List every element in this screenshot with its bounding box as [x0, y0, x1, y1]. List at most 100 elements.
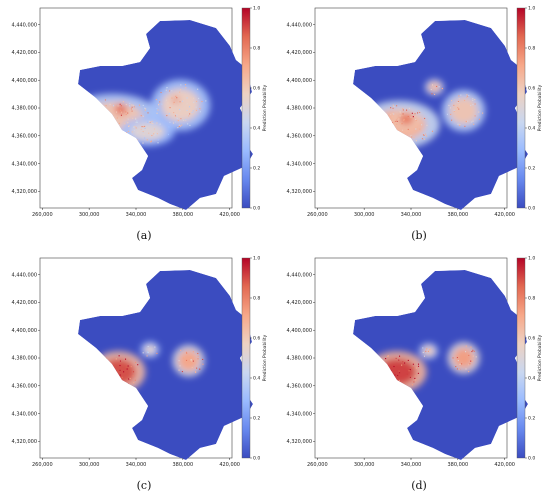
colorbar-tick-label: 0.8	[528, 46, 535, 52]
speckle	[178, 108, 181, 111]
map-panel-4: 260,000 300,000 340,000 380,000 420,000 4,440…	[275, 250, 550, 500]
colorbar-tick-label: 0.2	[528, 416, 535, 422]
speckle	[192, 351, 194, 353]
panel-caption: (d)	[411, 479, 427, 492]
speckle	[196, 367, 198, 369]
speckle	[412, 116, 414, 118]
speckle	[414, 116, 416, 118]
speckle	[392, 107, 394, 109]
speckle	[417, 372, 419, 374]
speckle	[482, 112, 484, 114]
speckle	[179, 125, 182, 127]
basin-area	[78, 270, 253, 460]
speckle	[458, 98, 460, 100]
speckle	[411, 384, 414, 386]
speckle	[132, 117, 134, 119]
speckle	[418, 110, 420, 112]
speckle	[116, 117, 118, 119]
speckle	[135, 361, 137, 363]
speckle	[153, 133, 155, 135]
speckle	[441, 87, 443, 90]
speckle	[403, 119, 405, 121]
speckle	[147, 121, 149, 123]
speckle	[178, 124, 180, 126]
speckle	[132, 104, 134, 106]
speckle	[414, 375, 416, 377]
speckle	[478, 118, 480, 120]
speckle	[201, 100, 203, 103]
speckle	[466, 94, 468, 96]
y-tick-label: 4,440,000	[287, 22, 312, 28]
speckle	[409, 369, 411, 371]
speckle	[186, 103, 188, 105]
speckle	[205, 100, 207, 102]
speckle	[143, 133, 145, 136]
speckle	[151, 120, 153, 123]
speckle	[424, 117, 426, 120]
x-tick-label: 420,000	[219, 462, 240, 468]
speckle	[468, 94, 470, 97]
speckle	[174, 115, 177, 117]
speckle	[425, 350, 427, 352]
speckle	[399, 112, 401, 114]
speckle	[396, 105, 398, 107]
x-tick-label: 340,000	[401, 462, 422, 468]
speckle	[150, 141, 152, 143]
speckle	[191, 360, 193, 362]
speckle	[468, 371, 470, 373]
speckle	[393, 113, 395, 115]
speckle	[469, 363, 471, 365]
speckle	[429, 349, 431, 351]
speckle	[119, 103, 121, 105]
speckle	[178, 360, 180, 362]
probability-map-svg: 260,000 300,000 340,000 380,000 420,000 4,440…	[287, 6, 543, 218]
colorbar-tick-label: 0.2	[528, 166, 535, 172]
colorbar-tick-label: 1.0	[253, 256, 260, 262]
speckle	[415, 367, 417, 369]
speckle	[131, 104, 133, 106]
speckle	[395, 357, 397, 359]
speckle	[130, 366, 132, 368]
speckle	[398, 118, 400, 120]
speckle	[115, 358, 117, 360]
colorbar-label: Prediction Probability	[262, 84, 268, 131]
speckle	[459, 368, 461, 370]
speckle	[175, 95, 177, 97]
speckle	[453, 104, 455, 106]
speckle	[119, 374, 121, 376]
speckle	[451, 119, 453, 121]
speckle	[402, 109, 404, 111]
colorbar-tick-label: 0.6	[528, 336, 535, 342]
speckle	[140, 128, 142, 130]
speckle	[385, 358, 387, 360]
speckle	[136, 120, 138, 122]
speckle	[165, 99, 167, 101]
speckle	[142, 104, 144, 107]
speckle	[401, 114, 403, 116]
map-panel-1: 260,000 300,000 340,000 380,000 420,000 4,440…	[0, 0, 275, 250]
basin-area	[353, 270, 528, 460]
speckle	[458, 108, 460, 110]
speckle	[408, 370, 410, 372]
speckle	[144, 127, 146, 129]
speckle	[185, 359, 188, 361]
speckle	[426, 348, 428, 350]
speckle	[177, 120, 179, 122]
speckle	[189, 106, 191, 108]
speckle	[133, 129, 135, 131]
speckle	[142, 131, 144, 133]
speckle	[134, 125, 136, 128]
y-tick-label: 4,380,000	[12, 106, 37, 112]
speckle	[129, 377, 131, 380]
speckle	[398, 370, 400, 372]
speckle	[140, 115, 142, 117]
speckle	[160, 130, 162, 132]
x-tick-label: 380,000	[172, 212, 193, 218]
speckle	[415, 119, 417, 121]
colorbar-label: Prediction Probability	[262, 334, 268, 381]
speckle	[412, 363, 414, 365]
speckle	[176, 117, 178, 119]
speckle	[146, 139, 148, 141]
speckle	[120, 105, 122, 107]
speckle	[172, 122, 175, 124]
